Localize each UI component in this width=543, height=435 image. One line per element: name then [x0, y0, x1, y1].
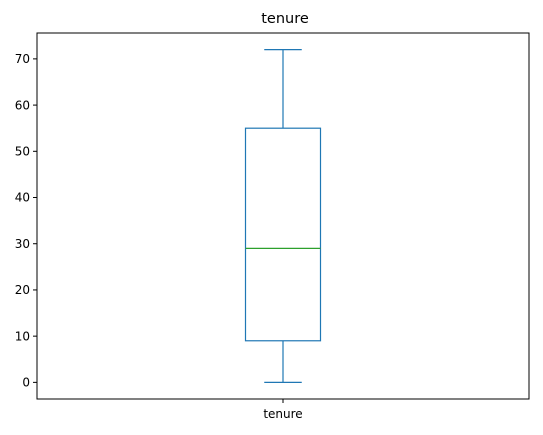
y-tick-label: 70	[15, 52, 30, 66]
y-tick-label: 40	[15, 191, 30, 205]
y-tick-label: 30	[15, 237, 30, 251]
y-tick-label: 10	[15, 329, 30, 343]
chart-title: tenure	[261, 11, 309, 27]
x-tick-label: tenure	[263, 407, 302, 421]
box-iqr	[244, 127, 322, 342]
y-tick-label: 50	[15, 145, 30, 159]
y-tick-label: 60	[15, 98, 30, 112]
axes: tenure 0 10 20 30 40 50 60 70	[15, 32, 530, 421]
axes-frame	[36, 32, 530, 400]
plot-area	[244, 49, 322, 383]
y-tick-label: 20	[15, 283, 30, 297]
y-tick-label: 0	[22, 376, 30, 390]
